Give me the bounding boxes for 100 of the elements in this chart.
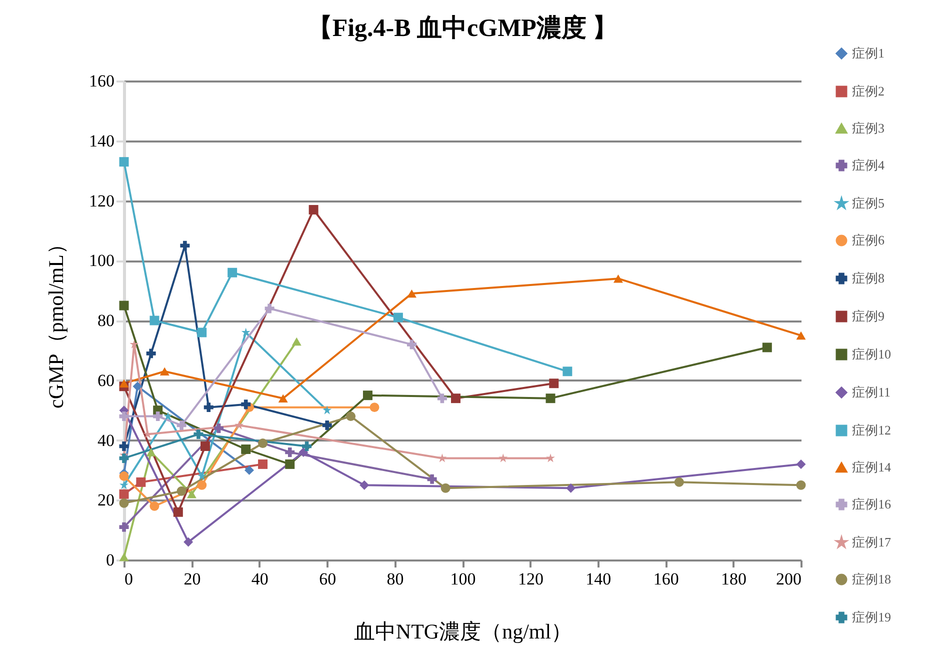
point xyxy=(204,402,214,412)
x-tick-label: 140 xyxy=(586,570,612,588)
point xyxy=(176,420,186,430)
point xyxy=(146,448,156,456)
point xyxy=(258,459,268,469)
y-tick-label: 80 xyxy=(98,311,114,330)
chart-title: 【Fig.4-B 血中cGMP濃度 】 xyxy=(307,14,618,42)
point xyxy=(119,552,129,562)
point xyxy=(362,390,372,400)
y-tick-label: 100 xyxy=(89,251,114,270)
x-tick-label: 40 xyxy=(251,570,268,588)
point xyxy=(119,157,129,167)
point xyxy=(285,447,295,457)
legend-label: 症例14 xyxy=(852,460,892,474)
point xyxy=(173,507,183,517)
x-tick-label: 160 xyxy=(653,570,679,588)
legend-label: 症例8 xyxy=(852,270,884,286)
point xyxy=(427,474,437,484)
point xyxy=(150,316,160,326)
point xyxy=(160,367,170,376)
legend-label: 症例1 xyxy=(852,46,884,60)
point xyxy=(119,480,129,490)
point xyxy=(406,340,416,350)
point xyxy=(437,394,447,404)
point xyxy=(119,379,129,388)
point xyxy=(796,480,806,490)
point xyxy=(393,312,403,322)
point xyxy=(546,453,556,462)
point xyxy=(562,366,572,376)
point xyxy=(241,328,250,337)
x-tick-label: 80 xyxy=(386,570,404,588)
point xyxy=(278,394,288,402)
point xyxy=(119,522,129,532)
point xyxy=(194,430,204,440)
point xyxy=(197,480,207,490)
y-tick-label: 0 xyxy=(106,550,114,570)
point xyxy=(796,459,806,469)
x-axis-title: 血中NTG濃度（ng/ml） xyxy=(354,620,572,644)
legend-label: 症例18 xyxy=(852,572,891,586)
legend-label: 症例4 xyxy=(852,158,885,172)
point xyxy=(184,537,194,547)
point xyxy=(322,406,332,414)
point xyxy=(406,289,416,298)
y-tick-label: 60 xyxy=(98,370,114,390)
point xyxy=(130,340,139,348)
legend-label: 症例11 xyxy=(852,384,891,400)
point xyxy=(136,477,146,487)
point xyxy=(346,412,356,422)
point xyxy=(796,331,806,340)
point xyxy=(150,501,160,511)
point xyxy=(119,412,129,422)
legend-label: 症例5 xyxy=(852,196,884,210)
y-tick-label: 40 xyxy=(98,430,114,450)
legend-label: 症例12 xyxy=(852,422,891,438)
point xyxy=(186,490,196,498)
point xyxy=(164,412,173,420)
legend-label: 症例16 xyxy=(852,496,892,512)
point xyxy=(674,477,684,487)
point xyxy=(132,382,142,392)
point xyxy=(302,441,312,451)
x-tick-label: 100 xyxy=(450,570,476,588)
point xyxy=(244,465,254,475)
x-tick-label: 0 xyxy=(124,570,133,588)
point xyxy=(143,430,152,438)
legend-label: 症例3 xyxy=(852,120,884,136)
point xyxy=(298,447,308,457)
x-tick-label: 120 xyxy=(518,570,544,588)
point xyxy=(546,394,556,404)
point xyxy=(370,402,380,412)
x-tick-label: 60 xyxy=(319,570,336,588)
y-axis-title: cGMP（pmol/mL） xyxy=(44,233,68,409)
point xyxy=(241,400,251,410)
point xyxy=(566,483,576,493)
point xyxy=(308,204,318,214)
point xyxy=(264,304,274,314)
point xyxy=(119,498,129,508)
point xyxy=(214,424,224,434)
legend-label: 症例17 xyxy=(852,534,892,550)
y-tick-label: 120 xyxy=(89,191,114,210)
point xyxy=(613,274,623,283)
legend-label: 症例10 xyxy=(852,346,891,362)
point xyxy=(228,268,238,278)
point xyxy=(549,378,559,388)
point xyxy=(438,453,447,462)
point xyxy=(360,480,370,490)
y-tick-label: 140 xyxy=(89,131,114,150)
point xyxy=(285,459,295,469)
point xyxy=(119,471,129,481)
point xyxy=(450,394,460,404)
point xyxy=(234,420,244,430)
legend-label: 症例2 xyxy=(852,84,884,98)
point xyxy=(119,453,129,463)
point xyxy=(241,444,251,454)
point xyxy=(153,412,163,422)
y-tick-label: 20 xyxy=(98,490,114,510)
point xyxy=(440,483,450,493)
point xyxy=(200,441,210,451)
legend-label: 症例9 xyxy=(852,308,884,324)
point xyxy=(119,489,129,499)
point xyxy=(498,453,508,462)
